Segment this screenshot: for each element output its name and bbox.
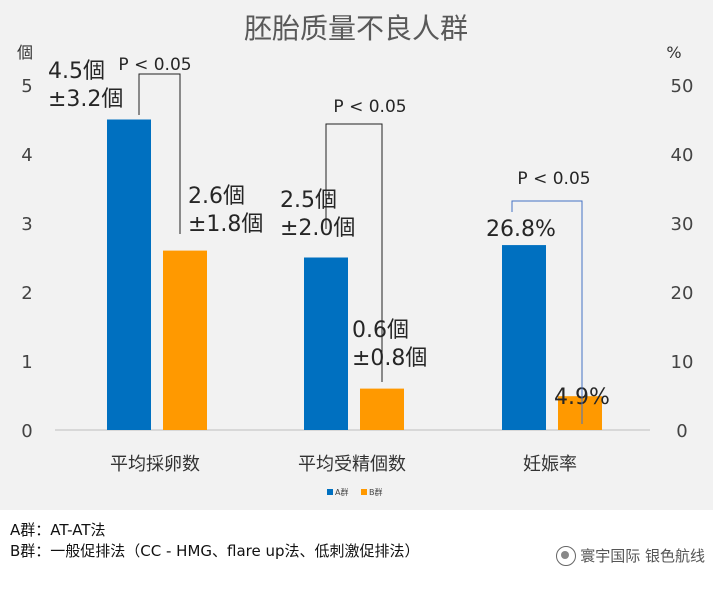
left-tick-label: 5 <box>21 76 32 97</box>
left-tick-label: 4 <box>21 145 32 166</box>
right-axis-unit: % <box>666 43 681 62</box>
legend-swatch-A群 <box>327 489 333 495</box>
note-b-group: B群：一般促排法（CC - HMG、flare up法、低刺激促排法） <box>10 542 420 560</box>
significance-label: P < 0.05 <box>333 97 406 117</box>
right-tick-label: 50 <box>671 76 694 97</box>
bar-B群 <box>360 388 404 430</box>
data-label: 0.6個 <box>352 318 409 343</box>
legend-label: A群 <box>335 487 348 497</box>
left-tick-label: 0 <box>21 421 32 442</box>
bar-B群 <box>558 396 602 430</box>
right-tick-label: 40 <box>671 145 694 166</box>
footnotes: A群：AT-AT法 B群：一般促排法（CC - HMG、flare up法、低刺… <box>10 520 710 562</box>
left-tick-label: 2 <box>21 283 32 304</box>
data-label: ±0.8個 <box>352 346 427 371</box>
category-label: 平均採卵数 <box>110 454 200 475</box>
significance-label: P < 0.05 <box>118 55 191 75</box>
left-tick-label: 3 <box>21 214 32 235</box>
data-label: 2.5個 <box>280 188 337 213</box>
category-label: 平均受精個数 <box>298 454 406 475</box>
bar-A群 <box>107 119 151 430</box>
right-tick-label: 10 <box>671 352 694 373</box>
chart-area: 胚胎质量不良人群個% 0 1 2 3 4 5 0 10 20 30 40 50 平均採卵数 平均受精個数 妊娠… <box>0 0 713 510</box>
left-tick-label: 1 <box>21 352 32 373</box>
note-a-group: A群：AT-AT法 <box>10 521 106 539</box>
right-tick-label: 20 <box>671 283 694 304</box>
data-label: 2.6個 <box>188 184 245 209</box>
wechat-logo-icon <box>556 545 577 566</box>
data-label: 26.8% <box>486 217 556 242</box>
significance-label: P < 0.05 <box>517 169 590 189</box>
right-tick-label: 30 <box>671 214 694 235</box>
data-label: ±3.2個 <box>48 87 123 112</box>
chart-title: 胚胎质量不良人群 <box>244 12 468 45</box>
data-label: ±2.0個 <box>280 216 355 241</box>
right-tick-label: 0 <box>676 421 687 442</box>
watermark-text: 寰宇国际 银色航线 <box>580 547 705 565</box>
significance-bracket <box>138 73 181 234</box>
data-label: ±1.8個 <box>188 212 263 237</box>
significance-bracket <box>325 123 383 382</box>
legend-swatch-B群 <box>361 489 367 495</box>
significance-bracket <box>511 200 583 424</box>
bar-A群 <box>502 245 546 430</box>
bar-B群 <box>163 250 207 430</box>
category-label: 妊娠率 <box>523 454 577 475</box>
data-label: 4.5個 <box>48 59 105 84</box>
left-axis-unit: 個 <box>17 43 33 62</box>
bar-A群 <box>304 257 348 430</box>
legend-label: B群 <box>369 487 383 497</box>
watermark: 寰宇国际 银色航线 <box>556 545 705 566</box>
